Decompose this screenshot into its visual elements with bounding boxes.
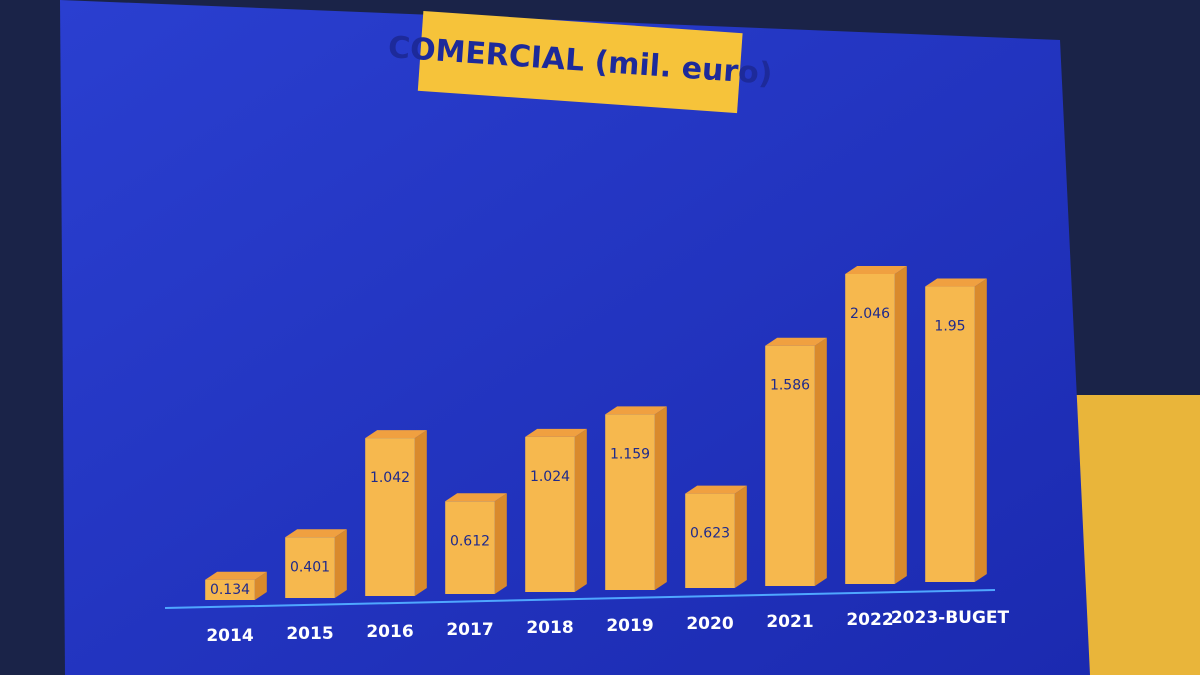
- bar-top: [285, 529, 347, 538]
- value-label: 1.586: [770, 378, 810, 394]
- title-box: [417, 10, 743, 114]
- bar-side: [494, 493, 507, 594]
- bar-top: [445, 493, 507, 502]
- bar-top: [365, 430, 427, 439]
- value-label: 2.046: [850, 306, 890, 322]
- value-label: 1.024: [530, 469, 570, 485]
- x-tick-label: 2017: [446, 620, 493, 640]
- bar-side: [734, 485, 747, 588]
- x-tick-label: 2019: [606, 616, 653, 636]
- x-tick-label: 2021: [766, 612, 813, 632]
- bar-side: [654, 406, 667, 590]
- baseline: [164, 589, 996, 609]
- value-label: 0.612: [450, 533, 490, 549]
- value-label: 1.042: [370, 470, 410, 486]
- screen: [60, 0, 1090, 675]
- value-label: 1.159: [610, 446, 650, 462]
- bar: [445, 501, 495, 594]
- side-banner: [1075, 395, 1200, 675]
- bar: [845, 274, 895, 584]
- bar-top: [925, 278, 987, 287]
- x-tick-label: 2022: [846, 610, 893, 630]
- bar-top: [845, 266, 907, 274]
- value-label: 1.95: [934, 319, 965, 335]
- x-tick-label: 2015: [286, 624, 333, 644]
- x-tick-label: 2020: [686, 614, 733, 634]
- bar-side: [814, 337, 827, 586]
- bar: [365, 438, 415, 596]
- bar-side: [974, 278, 987, 582]
- value-label: 0.134: [210, 582, 250, 598]
- bar-side: [574, 428, 587, 592]
- bar-top: [525, 428, 587, 437]
- bar-top: [765, 337, 827, 346]
- bar-side: [334, 529, 347, 598]
- value-label: 0.401: [290, 560, 330, 576]
- bar-top: [205, 571, 267, 580]
- bar-top: [685, 485, 747, 494]
- x-tick-label: 2023-BUGET: [891, 608, 1010, 628]
- bar: [525, 436, 575, 592]
- bar: [925, 286, 975, 582]
- x-tick-label: 2014: [206, 626, 253, 646]
- bar-side: [894, 266, 907, 584]
- bar-top: [605, 406, 667, 415]
- x-tick-label: 2018: [526, 618, 573, 638]
- bar: [685, 493, 735, 588]
- value-label: 0.623: [690, 526, 730, 542]
- bar-side: [414, 430, 427, 596]
- bar: [605, 414, 655, 590]
- bar: [205, 579, 255, 600]
- bar-side: [254, 571, 267, 600]
- bar: [285, 537, 335, 598]
- x-tick-label: 2016: [366, 622, 413, 642]
- bar: [765, 345, 815, 586]
